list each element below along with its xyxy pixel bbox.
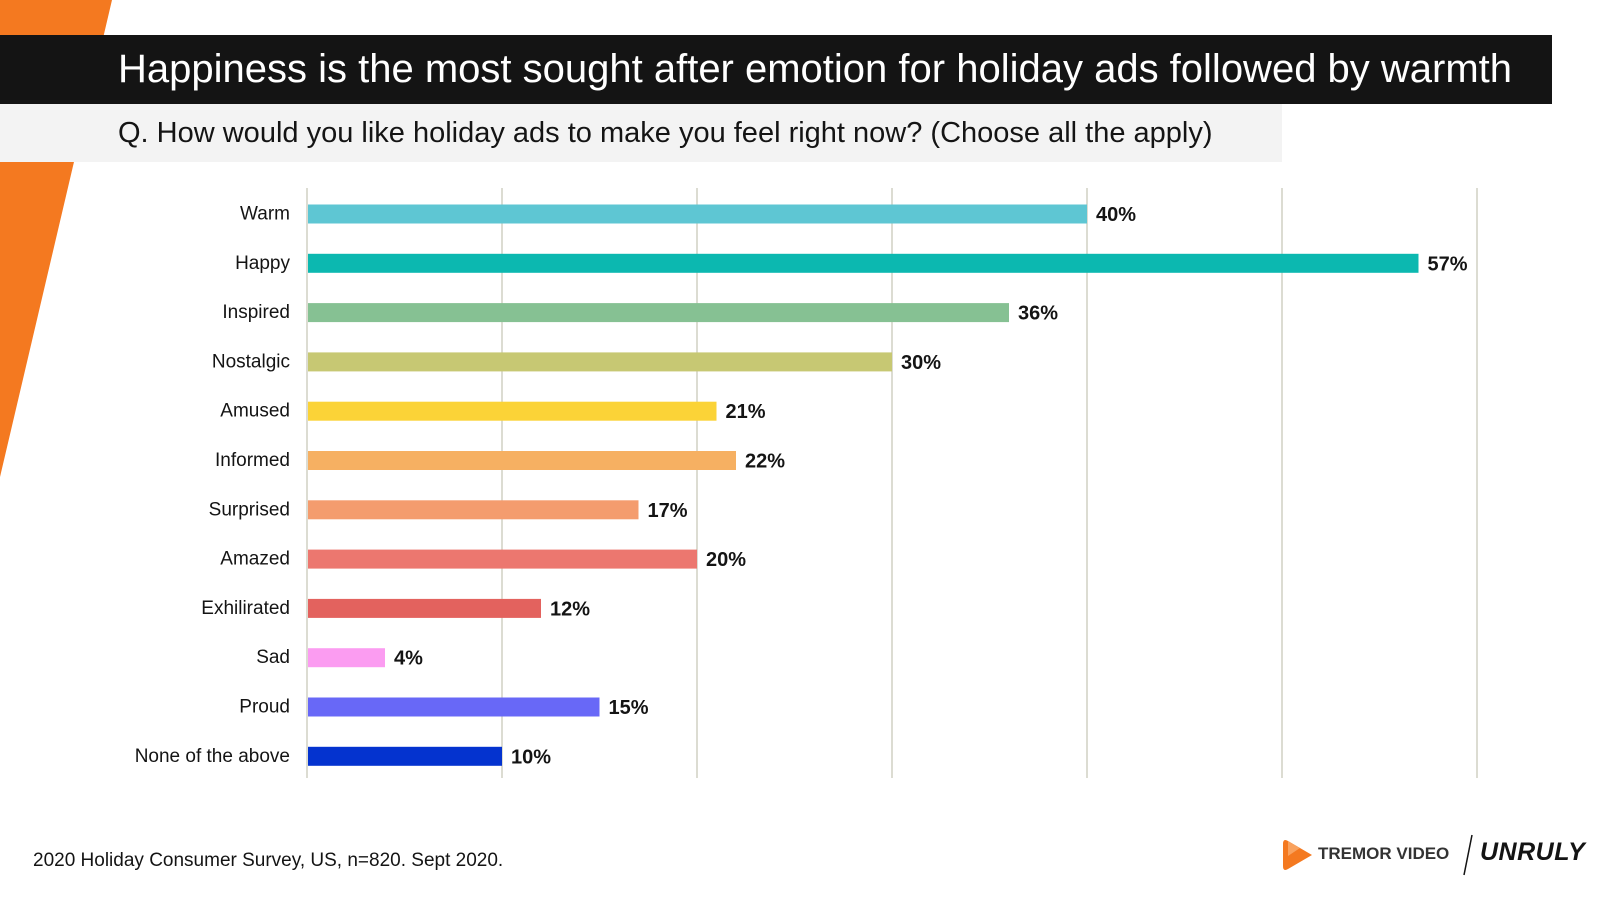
- bar: [308, 253, 1419, 273]
- category-label: Happy: [235, 253, 290, 274]
- category-label: Exhilirated: [201, 598, 290, 619]
- category-label: None of the above: [135, 746, 290, 767]
- data-label: 21%: [726, 401, 766, 423]
- data-label: 15%: [609, 697, 649, 719]
- data-label: 36%: [1018, 303, 1058, 325]
- category-label: Amazed: [220, 549, 290, 570]
- bar: [308, 500, 639, 520]
- bar: [308, 648, 385, 668]
- data-label: 12%: [550, 598, 590, 620]
- data-label: 10%: [511, 746, 551, 768]
- category-label: Amused: [220, 401, 290, 422]
- category-label: Surprised: [209, 499, 290, 520]
- data-label: 40%: [1096, 204, 1136, 226]
- data-label: 30%: [901, 352, 941, 374]
- logo-divider: [1463, 834, 1473, 876]
- category-label: Nostalgic: [212, 351, 290, 372]
- category-label: Inspired: [222, 302, 290, 323]
- data-label: 4%: [394, 648, 423, 670]
- bar: [308, 303, 1009, 323]
- title-bar: [0, 35, 1552, 104]
- bar: [308, 401, 717, 421]
- subtitle-bar: [0, 104, 1282, 162]
- bar: [308, 204, 1087, 224]
- bar: [308, 746, 502, 766]
- bar: [308, 451, 736, 470]
- survey-question: Q. How would you like holiday ads to mak…: [118, 117, 1213, 149]
- brand-logos: TREMOR VIDEO UNRULY: [1280, 832, 1585, 878]
- category-label: Proud: [239, 697, 290, 718]
- page-title: Happiness is the most sought after emoti…: [118, 47, 1513, 91]
- tremor-play-icon: [1283, 840, 1312, 870]
- tremor-video-logo: TREMOR VIDEO: [1318, 844, 1450, 863]
- bar: [308, 352, 892, 372]
- source-note: 2020 Holiday Consumer Survey, US, n=820.…: [33, 850, 504, 871]
- data-label: 17%: [648, 500, 688, 522]
- data-label: 20%: [706, 549, 746, 571]
- emotion-bar-chart: Warm 40% Happy 57% Inspired 36% Nostalgic 30% Am…: [135, 188, 1478, 778]
- unruly-logo: UNRULY: [1480, 838, 1586, 866]
- bar: [308, 598, 541, 618]
- category-label: Informed: [215, 450, 290, 471]
- category-label: Sad: [256, 647, 290, 668]
- bar: [308, 549, 697, 569]
- bar: [308, 697, 600, 717]
- data-label: 22%: [745, 451, 785, 473]
- data-label: 57%: [1428, 253, 1468, 275]
- category-label: Warm: [240, 204, 290, 225]
